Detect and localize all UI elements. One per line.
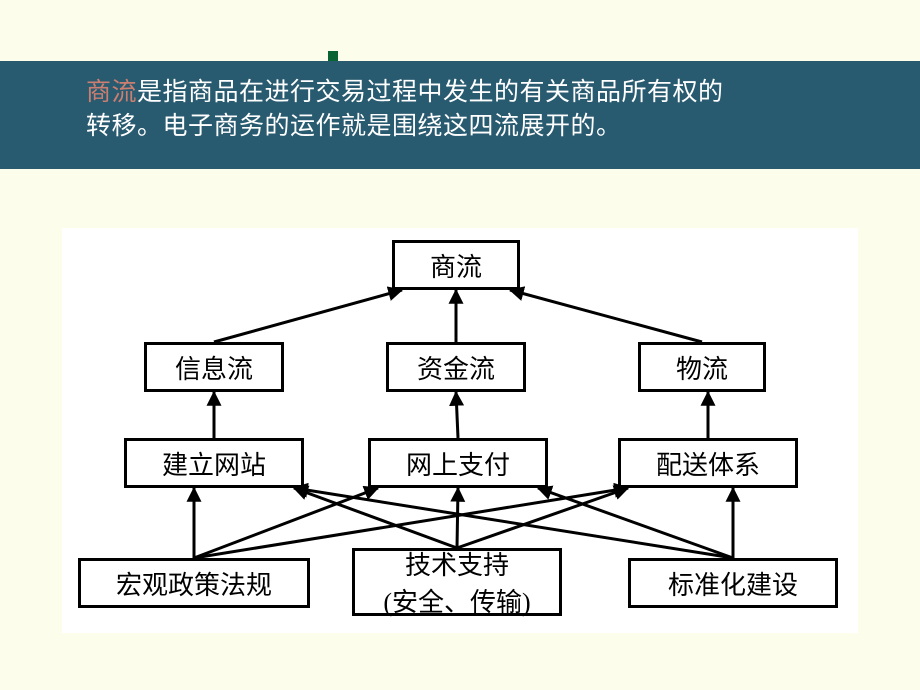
node-n_pay: 网上支付 [368,438,548,488]
paragraph-line1: 是指商品在进行交易过程中发生的有关商品所有权的 [137,79,724,106]
node-n_info: 信息流 [144,342,284,392]
highlight-term: 商流 [86,79,137,106]
node-n_std: 标准化建设 [628,558,838,608]
decorative-triangle-icon [328,51,338,61]
node-n_tech: 技术支持 (安全、传输) [352,548,562,616]
paragraph-line2: 转移。电子商务的运作就是围绕这四流展开的。 [86,113,622,140]
node-n_top: 商流 [392,240,520,290]
node-n_deliv: 配送体系 [618,438,798,488]
node-n_site: 建立网站 [124,438,304,488]
diagram-area: 商流信息流 资金流 物流建立网站 网上支付 配送体系宏观政策法规技术支持 (安全、传输)… [62,228,858,633]
node-n_fund: 资金流 [386,342,526,392]
node-n_policy: 宏观政策法规 [78,558,310,608]
slide-root: 商流是指商品在进行交易过程中发生的有关商品所有权的 转移。电子商务的运作就是围绕… [0,0,920,690]
paragraph-block: 商流是指商品在进行交易过程中发生的有关商品所有权的 转移。电子商务的运作就是围绕… [86,76,724,144]
node-n_logi: 物流 [638,342,766,392]
